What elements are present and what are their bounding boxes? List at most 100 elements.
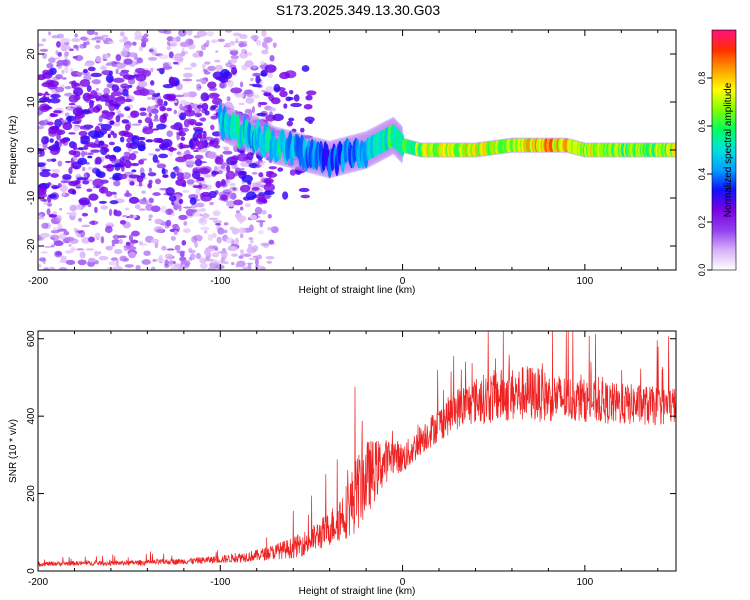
spectrogram-noise-blob bbox=[212, 210, 221, 217]
spectrogram-energy-blob bbox=[286, 120, 294, 127]
spectrogram-noise-blob bbox=[123, 245, 131, 249]
spectrogram-noise-blob bbox=[38, 125, 45, 130]
spectrogram-energy-blob bbox=[128, 84, 133, 88]
spectrogram-energy-blob bbox=[79, 79, 91, 87]
spectrogram-energy-blob bbox=[82, 124, 94, 129]
colorbar-tick-label: 0.2 bbox=[697, 216, 707, 229]
spectrogram-energy-blob bbox=[239, 184, 251, 193]
spectrogram-noise-blob bbox=[194, 241, 199, 248]
spectrogram-energy-blob bbox=[111, 84, 120, 93]
spectrogram-noise-blob bbox=[139, 201, 149, 205]
spectrogram-noise-blob bbox=[118, 38, 128, 43]
spectrogram-energy-blob bbox=[230, 67, 238, 75]
spectrogram-noise-blob bbox=[50, 173, 59, 178]
spectrogram-energy-blob bbox=[110, 91, 123, 97]
spectrogram-energy-blob bbox=[85, 142, 97, 147]
spectrogram-energy-blob bbox=[92, 106, 101, 113]
spectrogram-noise-blob bbox=[239, 81, 244, 88]
spectrogram-noise-blob bbox=[231, 227, 239, 235]
spectrogram-energy-blob bbox=[273, 83, 281, 93]
spectrogram-noise-blob bbox=[239, 249, 244, 253]
spectrogram-energy-blob bbox=[87, 66, 96, 72]
spectrogram-noise-blob bbox=[137, 136, 146, 141]
spectrogram-energy-blob bbox=[86, 85, 92, 93]
spectrogram-noise-blob bbox=[147, 172, 157, 177]
spectrogram-energy-blob bbox=[264, 190, 275, 196]
spectrogram-energy-blob bbox=[98, 186, 109, 194]
spectrogram-energy-blob bbox=[153, 137, 162, 143]
spectrogram-energy-blob bbox=[147, 183, 153, 189]
spectrogram-noise-blob bbox=[203, 174, 212, 178]
spectrogram-energy-blob bbox=[124, 106, 131, 111]
spectrogram-noise-blob bbox=[201, 63, 206, 70]
spectrogram-noise-blob bbox=[94, 206, 98, 214]
spectrogram-noise-blob bbox=[74, 33, 78, 38]
spectrogram-energy-blob bbox=[233, 199, 244, 206]
spectrogram-energy-blob bbox=[256, 112, 267, 117]
spectrogram-energy-blob bbox=[115, 97, 126, 105]
spectrogram-energy-blob bbox=[156, 123, 167, 130]
spectrogram-noise-blob bbox=[210, 259, 218, 264]
spectrogram-energy-blob bbox=[175, 156, 187, 163]
spectrogram-noise-blob bbox=[156, 228, 164, 233]
spectrogram-noise-blob bbox=[113, 248, 123, 255]
spectrogram-noise-blob bbox=[231, 262, 235, 266]
spectrogram-noise-blob bbox=[166, 248, 175, 251]
snr-x-tick-label: -200 bbox=[28, 577, 48, 588]
spectrogram-noise-blob bbox=[168, 51, 174, 59]
spectrogram-noise-blob bbox=[248, 237, 254, 241]
spectrogram-noise-blob bbox=[114, 210, 122, 217]
spectrogram-noise-blob bbox=[123, 151, 131, 156]
spectrogram-noise-blob bbox=[156, 163, 167, 169]
spectrogram-marks bbox=[38, 30, 676, 270]
colorbar-tick-label: 0.0 bbox=[697, 264, 707, 277]
spectrogram-noise-blob bbox=[94, 250, 99, 257]
spectrogram-noise-blob bbox=[57, 51, 62, 57]
spectrogram-energy-blob bbox=[179, 142, 184, 150]
spectrogram-energy-blob bbox=[247, 180, 252, 185]
spectrogram-energy-blob bbox=[176, 176, 185, 180]
spectrogram-noise-blob bbox=[62, 188, 66, 197]
spectrogram-noise-blob bbox=[117, 235, 127, 239]
spectrogram-noise-blob bbox=[272, 42, 277, 48]
spectrogram-energy-blob bbox=[301, 65, 310, 72]
spectrogram-noise-blob bbox=[179, 266, 184, 270]
spectrogram-noise-blob bbox=[143, 33, 149, 38]
spectrogram-noise-blob bbox=[143, 250, 151, 256]
spectrogram-y-tick-label: -20 bbox=[26, 238, 37, 253]
spectrogram-noise-blob bbox=[158, 30, 168, 34]
spectrogram-noise-blob bbox=[197, 132, 203, 139]
spectrogram-noise-blob bbox=[207, 234, 214, 241]
spectrogram-noise-blob bbox=[131, 169, 137, 173]
spectrogram-noise-blob bbox=[162, 174, 169, 178]
spectrogram-noise-blob bbox=[68, 103, 76, 106]
spectrogram-noise-blob bbox=[254, 257, 259, 266]
spectrogram-noise-blob bbox=[184, 50, 188, 55]
spectrogram-energy-blob bbox=[178, 131, 186, 137]
spectrogram-noise-blob bbox=[249, 214, 258, 221]
spectrogram-noise-blob bbox=[207, 266, 216, 270]
snr-panel: -200 -100 0 100 0 200 400 600 Height of straig… bbox=[8, 330, 677, 597]
spectrogram-energy-blob bbox=[225, 170, 236, 180]
spectrogram-noise-blob bbox=[266, 260, 273, 264]
spectrogram-noise-blob bbox=[188, 193, 199, 200]
spectrogram-noise-blob bbox=[49, 138, 54, 143]
spectrogram-noise-blob bbox=[101, 34, 109, 38]
snr-x-axis: -200 -100 0 100 bbox=[28, 331, 659, 588]
spectrogram-noise-blob bbox=[182, 206, 193, 209]
spectrogram-energy-blob bbox=[73, 82, 81, 87]
spectrogram-energy-blob bbox=[88, 130, 100, 138]
spectrogram-energy-blob bbox=[82, 180, 90, 185]
spectrogram-noise-blob bbox=[116, 109, 121, 115]
spectrogram-noise-blob bbox=[180, 136, 186, 141]
spectrogram-noise-blob bbox=[217, 38, 225, 42]
spectrogram-noise-blob bbox=[38, 92, 43, 97]
spectrogram-noise-blob bbox=[87, 152, 94, 155]
spectrogram-noise-blob bbox=[75, 186, 82, 189]
spectrogram-energy-blob bbox=[88, 193, 99, 201]
spectrogram-energy-blob bbox=[162, 113, 167, 120]
spectrogram-energy-blob bbox=[210, 115, 219, 120]
spectrogram-noise-blob bbox=[224, 42, 230, 47]
snr-y-axis: 0 200 400 600 bbox=[26, 330, 676, 574]
